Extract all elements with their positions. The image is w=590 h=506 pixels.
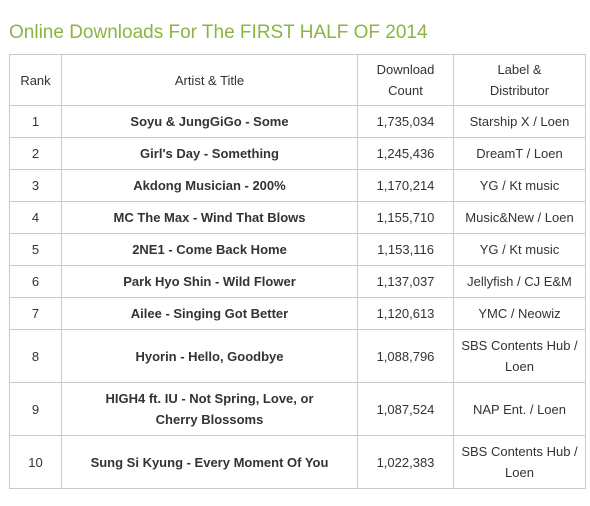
download-count-cell: 1,153,116 bbox=[357, 233, 454, 266]
label-cell: NAP Ent. / Loen bbox=[453, 382, 586, 436]
rank-cell: 6 bbox=[9, 265, 62, 298]
header-label-line1: Label & bbox=[497, 62, 542, 77]
table-row: 2 Girl's Day - Something 1,245,436 Dream… bbox=[9, 137, 586, 170]
label-cell: Starship X / Loen bbox=[453, 105, 586, 138]
header-download-count-line2: Count bbox=[388, 83, 423, 98]
label-cell: DreamT / Loen bbox=[453, 137, 586, 170]
label-line2: Loen bbox=[505, 359, 534, 374]
header-artist-title: Artist & Title bbox=[61, 54, 358, 106]
table-row: 7 Ailee - Singing Got Better 1,120,613 Y… bbox=[9, 297, 586, 330]
download-count-cell: 1,155,710 bbox=[357, 201, 454, 234]
header-download-count-line1: Download bbox=[376, 62, 435, 77]
artist-title-line1: HIGH4 ft. IU - Not Spring, Love, or bbox=[105, 391, 314, 406]
rank-cell: 7 bbox=[9, 297, 62, 330]
header-label-distributor: Label & Distributor bbox=[453, 54, 586, 106]
label-cell: Jellyfish / CJ E&M bbox=[453, 265, 586, 298]
header-rank: Rank bbox=[9, 54, 62, 106]
label-line1: SBS Contents Hub / bbox=[461, 338, 578, 353]
label-line1: SBS Contents Hub / bbox=[461, 444, 578, 459]
table-row: 4 MC The Max - Wind That Blows 1,155,710… bbox=[9, 201, 586, 234]
rank-cell: 3 bbox=[9, 169, 62, 202]
artist-title-cell: Sung Si Kyung - Every Moment Of You bbox=[61, 435, 358, 489]
download-count-cell: 1,735,034 bbox=[357, 105, 454, 138]
table-row: 3 Akdong Musician - 200% 1,170,214 YG / … bbox=[9, 169, 586, 202]
label-cell: YG / Kt music bbox=[453, 233, 586, 266]
artist-title-cell: 2NE1 - Come Back Home bbox=[61, 233, 358, 266]
artist-title-cell: Ailee - Singing Got Better bbox=[61, 297, 358, 330]
rank-cell: 4 bbox=[9, 201, 62, 234]
rank-cell: 2 bbox=[9, 137, 62, 170]
artist-title-cell: MC The Max - Wind That Blows bbox=[61, 201, 358, 234]
artist-title-cell: Park Hyo Shin - Wild Flower bbox=[61, 265, 358, 298]
label-line2: Loen bbox=[505, 465, 534, 480]
download-count-cell: 1,170,214 bbox=[357, 169, 454, 202]
rank-cell: 10 bbox=[9, 435, 62, 489]
rank-cell: 9 bbox=[9, 382, 62, 436]
rank-cell: 5 bbox=[9, 233, 62, 266]
download-count-cell: 1,245,436 bbox=[357, 137, 454, 170]
download-count-cell: 1,087,524 bbox=[357, 382, 454, 436]
artist-title-cell: Soyu & JungGiGo - Some bbox=[61, 105, 358, 138]
table-row: 8 Hyorin - Hello, Goodbye 1,088,796 SBS … bbox=[9, 329, 586, 383]
label-cell: SBS Contents Hub / Loen bbox=[453, 329, 586, 383]
table-header-row: Rank Artist & Title Download Count Label… bbox=[9, 54, 586, 106]
label-cell: Music&New / Loen bbox=[453, 201, 586, 234]
artist-title-cell: Girl's Day - Something bbox=[61, 137, 358, 170]
artist-title-line2: Cherry Blossoms bbox=[155, 412, 264, 427]
download-count-cell: 1,088,796 bbox=[357, 329, 454, 383]
downloads-table: Rank Artist & Title Download Count Label… bbox=[9, 54, 586, 489]
page-title: Online Downloads For The FIRST HALF OF 2… bbox=[9, 22, 428, 43]
rank-cell: 8 bbox=[9, 329, 62, 383]
table-row: 10 Sung Si Kyung - Every Moment Of You 1… bbox=[9, 435, 586, 489]
label-cell: SBS Contents Hub / Loen bbox=[453, 435, 586, 489]
rank-cell: 1 bbox=[9, 105, 62, 138]
artist-title-cell: HIGH4 ft. IU - Not Spring, Love, or Cher… bbox=[61, 382, 358, 436]
download-count-cell: 1,022,383 bbox=[357, 435, 454, 489]
artist-title-cell: Akdong Musician - 200% bbox=[61, 169, 358, 202]
download-count-cell: 1,120,613 bbox=[357, 297, 454, 330]
artist-title-cell: Hyorin - Hello, Goodbye bbox=[61, 329, 358, 383]
table-row: 5 2NE1 - Come Back Home 1,153,116 YG / K… bbox=[9, 233, 586, 266]
download-count-cell: 1,137,037 bbox=[357, 265, 454, 298]
label-cell: YG / Kt music bbox=[453, 169, 586, 202]
table-row: 9 HIGH4 ft. IU - Not Spring, Love, or Ch… bbox=[9, 382, 586, 436]
header-label-line2: Distributor bbox=[489, 83, 550, 98]
label-cell: YMC / Neowiz bbox=[453, 297, 586, 330]
table-row: 6 Park Hyo Shin - Wild Flower 1,137,037 … bbox=[9, 265, 586, 298]
table-row: 1 Soyu & JungGiGo - Some 1,735,034 Stars… bbox=[9, 105, 586, 138]
header-download-count: Download Count bbox=[357, 54, 454, 106]
